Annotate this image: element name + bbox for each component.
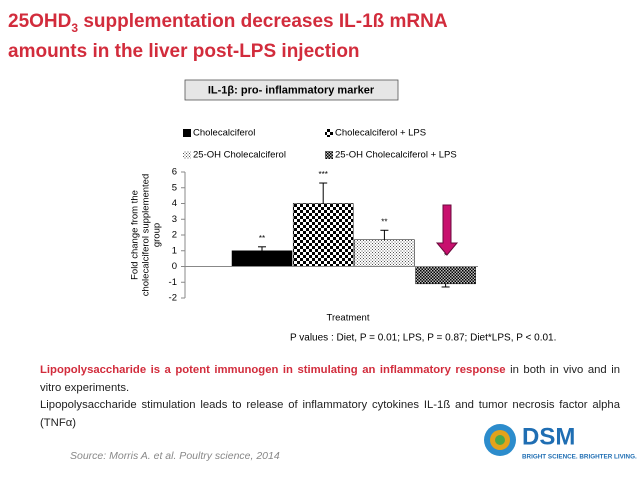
y-axis-label: Fold change from the <box>130 190 141 280</box>
legend-swatch <box>325 151 333 159</box>
y-tick-label: 3 <box>172 214 177 225</box>
logo-tagline: BRIGHT SCIENCE. BRIGHTER LIVING. <box>522 454 637 461</box>
legend-label: Cholecalciferol + LPS <box>335 128 426 139</box>
bar <box>292 203 354 267</box>
bar <box>354 239 415 267</box>
title-text: 25OHD <box>8 11 72 32</box>
y-tick-label: 2 <box>172 230 177 241</box>
significance-label: *** <box>319 170 328 179</box>
highlight-arrow <box>435 204 459 256</box>
y-tick-label: 0 <box>172 261 177 272</box>
title-sub: 3 <box>71 20 79 35</box>
text: in both in vivo and in vitro experiments… <box>40 364 621 394</box>
y-tick-label: -1 <box>169 277 177 288</box>
body-text: Lipopolysaccharide is a potent immunogen… <box>40 362 620 432</box>
legend-label: Cholecalciferol <box>193 128 255 139</box>
marker-box <box>184 79 399 101</box>
y-tick-label: 4 <box>172 198 177 209</box>
legend-label: 25-OH Cholecalciferol <box>193 150 286 161</box>
marker-text: IL-1β: pro- inflammatory marker <box>208 84 375 96</box>
bar <box>231 250 293 267</box>
slide-title: 25OHD3 supplementation decreases IL-1ß m… <box>8 10 448 63</box>
significance-label: ** <box>259 234 265 243</box>
significance-label: * <box>444 252 447 261</box>
paragraph: Lipopolysaccharide is a potent immunogen… <box>40 362 620 397</box>
logo: DSM BRIGHT SCIENCE. BRIGHTER LIVING. <box>484 423 637 461</box>
bold-text: Lipopolysaccharide is a potent immunogen… <box>40 364 506 376</box>
y-axis-label: group <box>152 223 163 247</box>
logo-name: DSM <box>522 423 575 450</box>
bar <box>415 266 476 285</box>
source: Source: Morris A. et al. Poultry science… <box>70 450 280 462</box>
legend-swatch <box>325 129 333 137</box>
legend-swatch <box>183 129 191 137</box>
y-tick-label: 1 <box>172 245 177 256</box>
pvalues: P values : Diet, P = 0.01; LPS, P = 0.87… <box>290 333 556 344</box>
paragraph: Lipopolysaccharide stimulation leads to … <box>40 397 620 432</box>
x-axis-label: Treatment <box>327 313 370 324</box>
y-tick-label: 6 <box>172 167 177 178</box>
y-axis-label: cholecalciferol supplemented <box>141 174 152 297</box>
significance-label: ** <box>381 217 387 226</box>
text: Lipopolysaccharide stimulation leads to … <box>40 399 620 429</box>
legend-label: 25-OH Cholecalciferol + LPS <box>335 150 457 161</box>
y-tick-label: 5 <box>172 182 177 193</box>
title-text: supplementation decreases IL-1ß mRNA <box>78 11 448 32</box>
legend-swatch <box>183 151 191 159</box>
title-text: amounts in the liver post-LPS injection <box>8 40 360 62</box>
y-tick-label: -2 <box>169 293 177 304</box>
